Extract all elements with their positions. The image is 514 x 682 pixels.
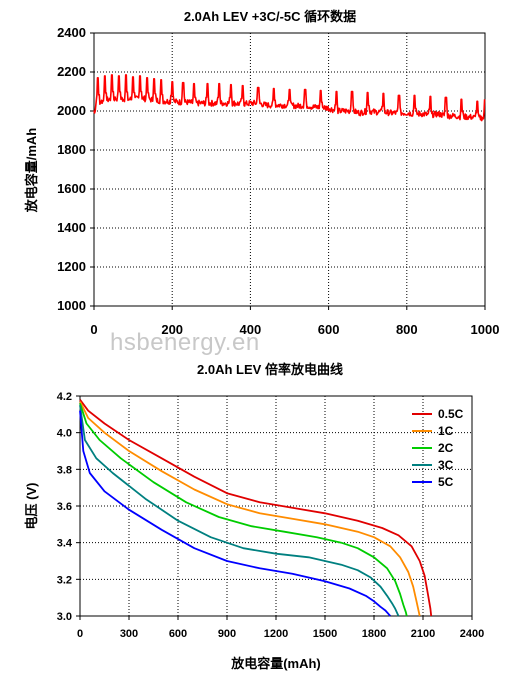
- x-tick-label: 0: [77, 628, 83, 640]
- legend-label: 5C: [438, 475, 454, 489]
- rate-chart-legend: 0.5C 1C 2C 3C 5C: [412, 407, 464, 489]
- rate-chart-series: [79, 399, 433, 617]
- rate-chart: 2.0Ah LEV 倍率放电曲线 3.0 3.2 3.4 3.6 3.8 4.0 4.2 0…: [24, 362, 484, 671]
- y-tick-label: 1200: [57, 259, 86, 274]
- rate-chart-x-label: 放电容量(mAh): [230, 656, 321, 671]
- series-line-3c: [79, 405, 400, 617]
- series-line-1c: [79, 401, 421, 617]
- series-line-2c: [79, 403, 408, 617]
- y-tick-label: 3.2: [57, 574, 72, 586]
- legend-label: 0.5C: [438, 407, 464, 421]
- legend-label: 2C: [438, 441, 454, 455]
- rate-chart-x-ticks: 0 300 600 900 1200 1500 1800 2100 2400: [77, 616, 484, 640]
- watermark: hsbenergy.en: [110, 329, 260, 356]
- legend-label: 3C: [438, 458, 454, 472]
- series-line-0_5c: [79, 399, 433, 617]
- cycle-chart-grid: [94, 33, 485, 306]
- y-tick-label: 3.8: [57, 464, 72, 476]
- y-tick-label: 4.0: [57, 428, 72, 440]
- rate-chart-y-ticks: 3.0 3.2 3.4 3.6 3.8 4.0 4.2: [57, 391, 80, 623]
- cycle-chart-y-ticks: 1000 1200 1400 1600 1800 2000 2200 2400: [57, 25, 94, 313]
- cycle-chart-series: [93, 74, 486, 122]
- x-tick-label: 900: [218, 628, 236, 640]
- x-tick-label: 600: [318, 322, 340, 337]
- x-tick-label: 400: [240, 322, 262, 337]
- x-tick-label: 1800: [362, 628, 386, 640]
- cycle-chart-y-label: 放电容量/mAh: [24, 128, 39, 214]
- y-tick-label: 1800: [57, 142, 86, 157]
- rate-chart-y-label: 电压 (V): [24, 483, 39, 530]
- y-tick-label: 3.4: [57, 538, 73, 550]
- y-tick-label: 2200: [57, 64, 86, 79]
- x-tick-label: 1200: [264, 628, 288, 640]
- y-tick-label: 2000: [57, 103, 86, 118]
- x-tick-label: 1500: [313, 628, 337, 640]
- x-tick-label: 0: [90, 322, 97, 337]
- cycle-chart-title: 2.0Ah LEV +3C/-5C 循环数据: [184, 9, 356, 24]
- x-tick-label: 300: [120, 628, 138, 640]
- series-line-5c: [79, 410, 391, 617]
- x-tick-label: 800: [396, 322, 418, 337]
- rate-chart-grid: [80, 396, 472, 616]
- legend-label: 1C: [438, 424, 454, 438]
- y-tick-label: 3.0: [57, 611, 72, 623]
- cycle-chart: 2.0Ah LEV +3C/-5C 循环数据 10001200140016001…: [24, 9, 499, 337]
- y-tick-label: 2400: [57, 25, 86, 40]
- y-tick-label: 4.2: [57, 391, 72, 403]
- x-tick-label: 1000: [471, 322, 500, 337]
- x-tick-label: 2100: [411, 628, 435, 640]
- x-tick-label: 200: [161, 322, 183, 337]
- y-tick-label: 1000: [57, 298, 86, 313]
- y-tick-label: 1400: [57, 220, 86, 235]
- x-tick-label: 600: [169, 628, 187, 640]
- cycle-chart-x-ticks: 0 200 400 600 800 1000: [90, 306, 499, 337]
- cycle-series-line: [93, 74, 486, 122]
- rate-chart-title: 2.0Ah LEV 倍率放电曲线: [197, 362, 343, 377]
- y-tick-label: 3.6: [57, 501, 72, 513]
- x-tick-label: 2400: [460, 628, 484, 640]
- y-tick-label: 1600: [57, 181, 86, 196]
- cycle-chart-plot-area: [93, 32, 486, 307]
